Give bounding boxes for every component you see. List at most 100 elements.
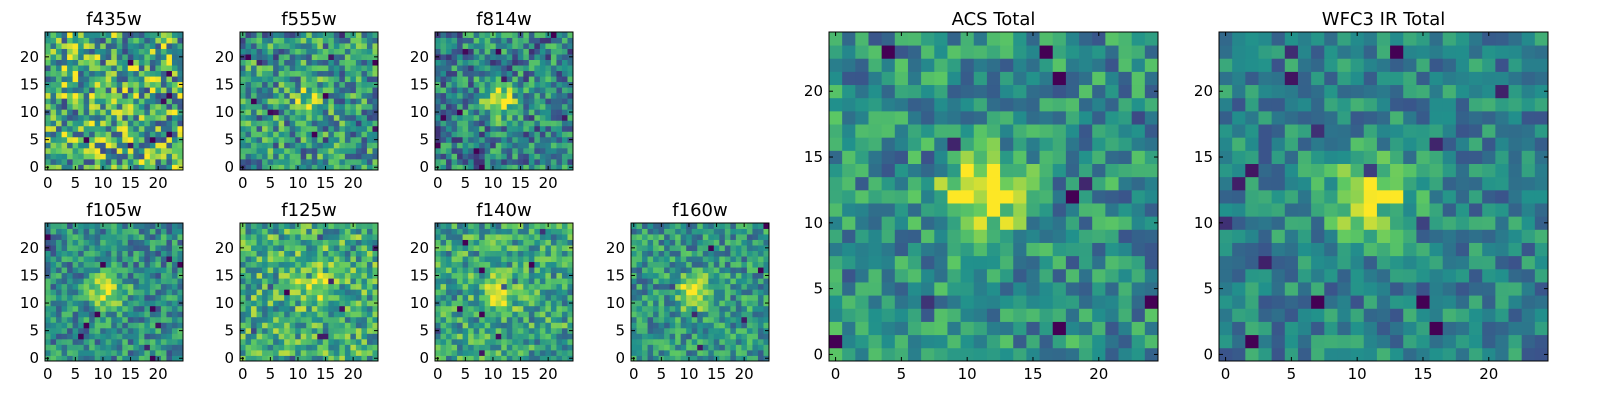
heatmap-cell <box>295 300 302 307</box>
heatmap-cell <box>512 338 519 345</box>
heatmap-cell <box>730 355 737 362</box>
heatmap-cell <box>350 239 357 246</box>
heatmap-cell <box>177 311 184 318</box>
heatmap-cell <box>686 261 693 268</box>
heatmap-cell <box>501 70 508 77</box>
heatmap-cell <box>155 98 162 105</box>
heatmap-cell <box>89 355 96 362</box>
heatmap-cell <box>317 322 324 329</box>
heatmap-cell <box>339 98 346 105</box>
heatmap-cell <box>675 344 682 351</box>
heatmap-cell <box>534 234 541 240</box>
heatmap-cell <box>881 295 896 309</box>
heatmap-cell <box>278 76 285 83</box>
heatmap-cell <box>289 87 296 94</box>
heatmap-cell <box>328 103 335 110</box>
heatmap-cell <box>642 234 648 240</box>
heatmap-cell <box>61 333 68 340</box>
heatmap-cell <box>300 131 307 138</box>
heatmap-cell <box>50 109 57 116</box>
heatmap-cell <box>697 300 704 307</box>
heatmap-cell <box>528 109 535 116</box>
heatmap-cell <box>561 267 568 274</box>
heatmap-cell <box>45 261 51 268</box>
heatmap-cell <box>133 327 140 334</box>
heatmap-cell <box>262 272 268 279</box>
heatmap-cell <box>289 43 296 49</box>
heatmap-cell <box>262 300 268 307</box>
heatmap-cell <box>160 92 167 99</box>
heatmap-cell <box>267 120 274 127</box>
heatmap-cell <box>295 76 302 83</box>
heatmap-cell <box>61 228 68 235</box>
heatmap-cell <box>177 333 184 340</box>
heatmap-cell <box>741 316 748 323</box>
heatmap-cell <box>539 81 546 88</box>
heatmap-cell <box>171 147 178 154</box>
heatmap-cell <box>350 70 357 77</box>
heatmap-cell <box>83 59 90 66</box>
heatmap-cell <box>973 334 988 349</box>
heatmap-cell <box>177 305 184 312</box>
heatmap-cell <box>451 158 458 165</box>
heatmap-cell <box>256 239 263 246</box>
heatmap-cell <box>881 163 896 178</box>
heatmap-cell <box>111 136 118 143</box>
heatmap-cell <box>517 147 524 154</box>
heatmap-cell <box>111 245 118 251</box>
heatmap-cell <box>295 344 302 351</box>
heatmap-cell <box>144 245 151 251</box>
heatmap-cell <box>457 114 463 121</box>
heatmap-cell <box>1052 308 1067 322</box>
heatmap-cell <box>100 142 107 149</box>
heatmap-cell <box>1079 176 1093 191</box>
heatmap-cell <box>855 242 869 257</box>
heatmap-cell <box>333 316 340 323</box>
heatmap-cell <box>273 158 280 165</box>
heatmap-cell <box>567 223 574 229</box>
heatmap-cell <box>691 234 698 240</box>
heatmap-cell <box>435 158 441 165</box>
heatmap-cell <box>328 147 335 154</box>
heatmap-cell <box>166 37 173 44</box>
heatmap-cell <box>149 48 156 55</box>
heatmap-cell <box>240 228 246 235</box>
heatmap-cell <box>539 272 546 279</box>
heatmap-cell <box>240 120 246 127</box>
heatmap-cell <box>713 316 720 323</box>
heatmap-cell <box>550 322 557 329</box>
heatmap-cell <box>116 333 123 340</box>
heatmap-cell <box>669 250 676 257</box>
heatmap-cell <box>111 125 118 132</box>
heatmap-cell <box>691 355 698 362</box>
heatmap-cell <box>636 355 643 362</box>
heatmap-cell <box>451 283 458 290</box>
heatmap-cell <box>506 294 513 301</box>
heatmap-cell <box>61 239 68 246</box>
heatmap-cell <box>333 37 340 44</box>
heatmap-cell <box>317 81 324 88</box>
heatmap-cell <box>160 322 167 329</box>
heatmap-cell <box>512 70 519 77</box>
heatmap-cell <box>306 70 313 77</box>
heatmap-cell <box>72 114 79 121</box>
heatmap-cell <box>45 228 51 235</box>
heatmap-cell <box>446 322 452 329</box>
heatmap-cell <box>512 283 519 290</box>
heatmap-cell <box>344 333 351 340</box>
heatmap-cell <box>479 305 486 312</box>
heatmap-cell <box>72 245 79 251</box>
heatmap-cell <box>105 65 112 72</box>
heatmap-cell <box>691 333 698 340</box>
heatmap-cell <box>166 333 173 340</box>
heatmap-cell <box>506 305 513 312</box>
heatmap-cell <box>763 278 770 285</box>
heatmap-cell <box>556 327 563 334</box>
heatmap-cell <box>495 289 502 296</box>
heatmap-cell <box>561 228 568 235</box>
heatmap-cell <box>468 81 475 88</box>
heatmap-cell <box>138 37 145 44</box>
heatmap-cell <box>100 239 107 246</box>
heatmap-cell <box>160 355 167 362</box>
heatmap-cell <box>100 37 107 44</box>
